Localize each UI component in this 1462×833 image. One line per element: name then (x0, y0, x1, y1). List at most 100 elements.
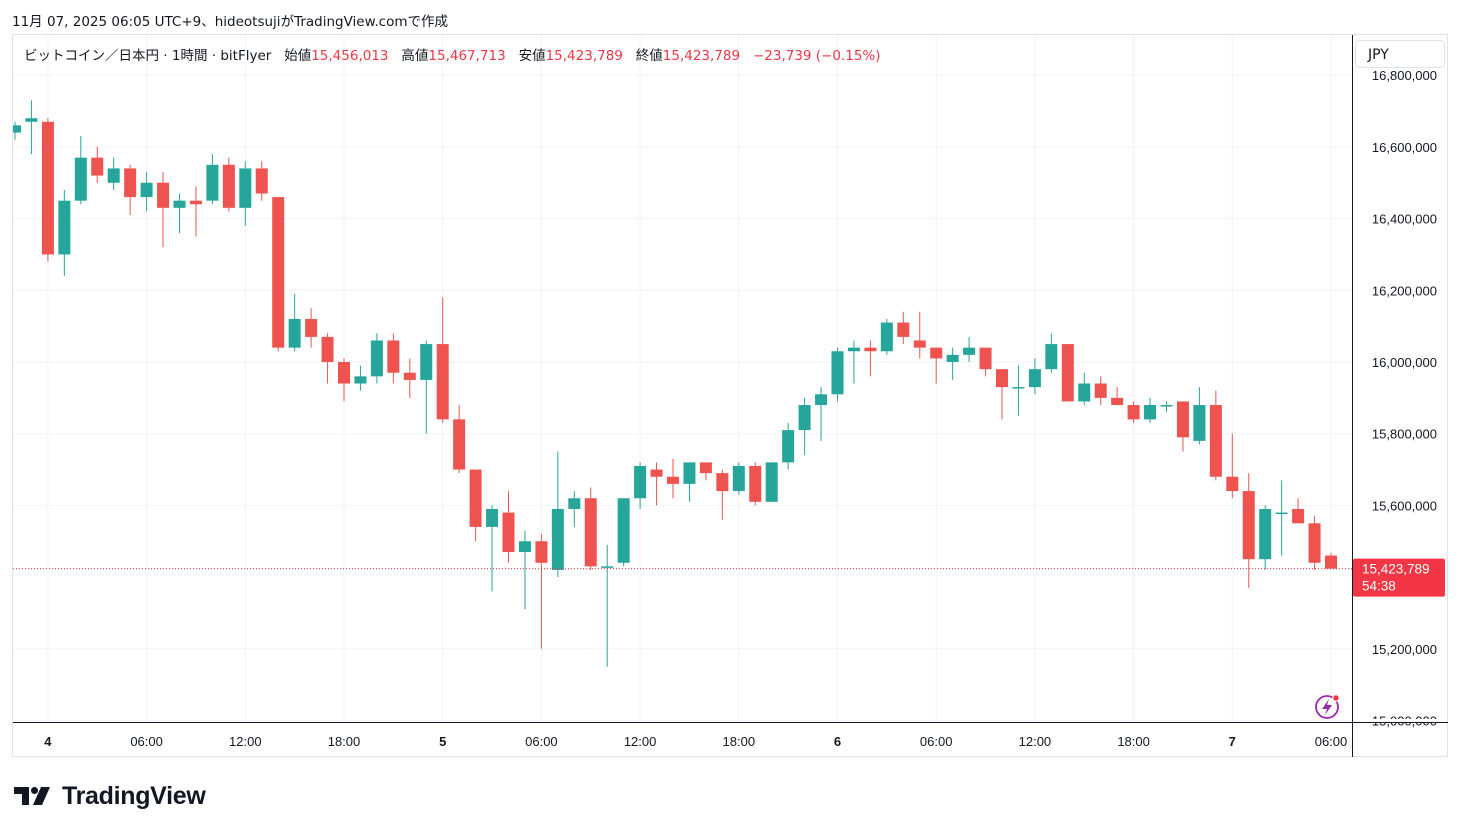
candle-down (157, 171, 170, 248)
price-tag-countdown: 54:38 (1362, 579, 1396, 594)
candle-body (963, 347, 976, 355)
candle-body (173, 200, 186, 208)
time-tick-label: 5 (439, 734, 446, 749)
candle-body (1144, 405, 1157, 420)
candle-body (913, 340, 926, 348)
candle-body (387, 340, 400, 373)
candle-up (946, 347, 959, 380)
candle-down (338, 358, 350, 402)
candle-up (765, 462, 778, 502)
candle-up (354, 365, 367, 391)
candle-up (798, 397, 811, 456)
candle-body (946, 354, 959, 362)
last-price-tag: 15,423,789 54:38 (1353, 558, 1445, 597)
chart-frame[interactable] (12, 34, 1448, 757)
candle-down (1094, 376, 1107, 406)
candle-down (699, 462, 712, 481)
candle-body (798, 405, 811, 431)
candle-body (1325, 555, 1337, 569)
candle-body (1209, 405, 1222, 477)
candle-body (699, 462, 712, 474)
time-tick-label: 4 (44, 734, 52, 749)
candle-down (502, 491, 515, 563)
price-tick-label: 16,400,000 (1372, 212, 1437, 227)
candle-down (1242, 473, 1255, 588)
price-tick-label: 16,200,000 (1372, 283, 1437, 298)
candle-down (222, 157, 235, 212)
candle-up (551, 451, 564, 578)
candle-down (1176, 401, 1189, 452)
candle-body (420, 344, 433, 380)
candles (13, 100, 1337, 667)
candle-body (74, 157, 87, 201)
candle-body (584, 498, 597, 567)
candle-body (667, 476, 679, 484)
candle-down (124, 164, 137, 216)
candle-body (403, 372, 416, 380)
candle-up (782, 422, 795, 470)
candle-body (189, 200, 202, 205)
candle-body (749, 465, 762, 502)
candle-body (930, 347, 943, 359)
candle-body (255, 168, 268, 194)
legend-close-value: 15,423,789 (662, 48, 741, 64)
time-tick-label: 06:00 (130, 734, 163, 749)
candle-up (1144, 397, 1157, 423)
tradingview-logo[interactable]: TradingView (14, 780, 206, 812)
candle-body (864, 347, 877, 352)
candle-body (206, 164, 219, 201)
time-tick-label: 18:00 (328, 734, 361, 749)
candle-down (403, 358, 416, 398)
candle-body (568, 498, 581, 509)
time-axis-labels: 4 06:00 12:00 18:00 5 06:00 12:00 18:00 6 06:00 12… (44, 734, 1347, 749)
candle-body (239, 168, 252, 208)
candle-up (617, 498, 630, 567)
candle-body (1111, 397, 1124, 406)
candle-body (880, 322, 893, 352)
candle-body (1094, 383, 1107, 398)
candle-up (206, 154, 219, 205)
chart-caption: 11月 07, 2025 06:05 UTC+9、hideotsujiがTrad… (12, 14, 449, 30)
candle-down (1127, 401, 1140, 423)
candle-body (321, 336, 334, 362)
candle-up (518, 530, 531, 610)
candle-body (1061, 344, 1074, 402)
candle-up (568, 491, 581, 527)
candle-up (1259, 505, 1272, 570)
candle-body (222, 164, 235, 208)
candle-down (584, 487, 597, 570)
candle-body (1028, 369, 1041, 388)
candle-down (1061, 344, 1074, 402)
candle-body (157, 182, 170, 208)
currency-button[interactable]: JPY (1355, 40, 1445, 68)
candle-up (1078, 372, 1091, 406)
candle-up (74, 136, 87, 205)
candle-body (1127, 405, 1140, 420)
time-tick-label: 12:00 (229, 734, 262, 749)
lightning-icon[interactable] (1315, 694, 1340, 719)
candle-body (1078, 383, 1091, 402)
candle-up (107, 157, 120, 190)
candle-down (749, 462, 762, 506)
candle-body (617, 498, 630, 563)
candle-down (650, 462, 663, 506)
candle-body (91, 157, 104, 176)
candle-body (107, 168, 120, 183)
legend-open-value: 15,456,013 (311, 48, 389, 64)
legend-low-value: 15,423,789 (545, 48, 623, 64)
candle-down (321, 333, 334, 384)
candle-down (716, 469, 729, 520)
price-axis-labels: 15,000,00015,200,00015,600,00015,800,000… (1372, 68, 1437, 728)
candle-up (1028, 358, 1041, 395)
candle-down (436, 297, 449, 423)
candle-down (913, 311, 926, 359)
candle-body (1176, 401, 1189, 438)
candle-body (831, 351, 844, 395)
candle-down (667, 458, 679, 499)
candle-up (1160, 401, 1173, 413)
legend-symbol[interactable]: ビットコイン／日本円 · 1時間 · bitFlyer (24, 48, 272, 64)
candle-body (996, 369, 1008, 388)
candle-body (453, 419, 466, 470)
candle-down (897, 311, 910, 345)
